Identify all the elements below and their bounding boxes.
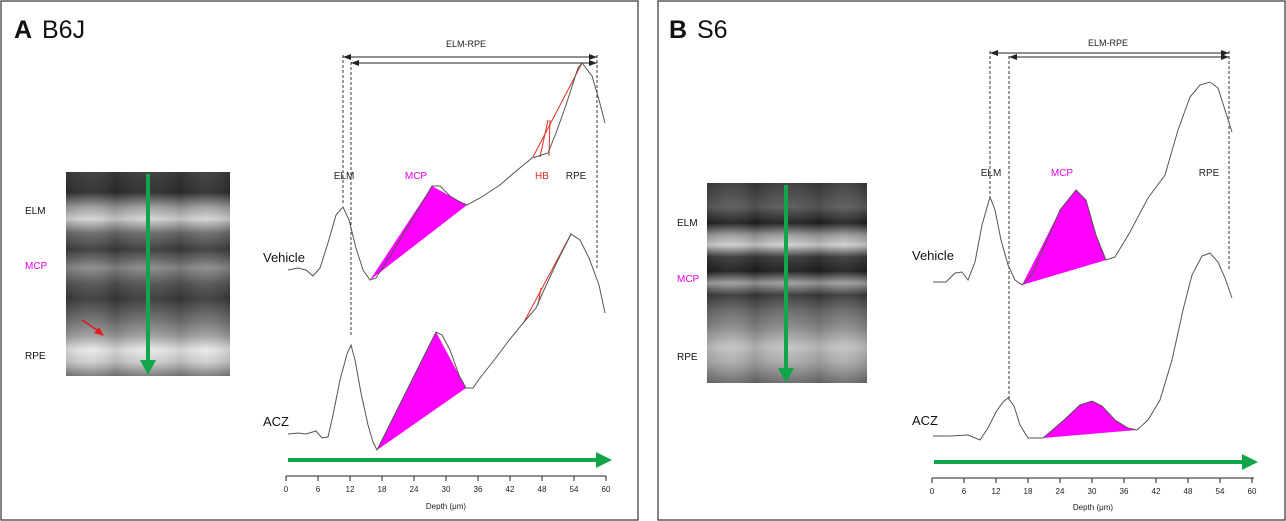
green-down-arrow-b bbox=[778, 185, 794, 383]
panel-b-title: S6 bbox=[697, 16, 728, 44]
x-tick-label: 36 bbox=[474, 485, 483, 494]
peak-label-hb-a: HB bbox=[535, 171, 549, 182]
oct-label-elm-a: ELM bbox=[25, 206, 46, 217]
panel-a-letter: A bbox=[14, 16, 32, 44]
peak-label-rpe-b: RPE bbox=[1199, 168, 1220, 179]
bracket-label-b: ELM-RPE bbox=[1088, 38, 1128, 48]
panel-b-border bbox=[657, 0, 1286, 521]
elm-rpe-bracket-a bbox=[343, 54, 597, 66]
peak-label-mcp-b: MCP bbox=[1051, 168, 1074, 179]
peak-label-rpe-a: RPE bbox=[566, 171, 587, 182]
x-tick-label: 18 bbox=[1024, 487, 1033, 496]
mcp-fill-vehicle-b bbox=[1022, 190, 1106, 285]
oct-label-rpe-a: RPE bbox=[25, 351, 46, 362]
panel-b-letter: B bbox=[669, 16, 687, 44]
x-tick-label: 54 bbox=[570, 485, 579, 494]
x-axis-title-b: Depth (μm) bbox=[1073, 503, 1114, 512]
x-tick-label: 24 bbox=[410, 485, 419, 494]
panel-b: B S6 ELM MCP RPE ELM-RPE bbox=[657, 0, 1286, 521]
panel-a-title: B6J bbox=[42, 16, 85, 44]
oct-label-rpe-b: RPE bbox=[677, 352, 698, 363]
x-axis-ticks-a: 0 6 12 18 24 30 36 42 48 54 60 bbox=[284, 476, 611, 494]
bracket-label-a: ELM-RPE bbox=[446, 39, 486, 49]
peak-label-mcp-a: MCP bbox=[405, 171, 428, 182]
x-axis-title-a: Depth (μm) bbox=[426, 502, 467, 511]
x-tick-label: 36 bbox=[1120, 487, 1129, 496]
x-tick-label: 30 bbox=[442, 485, 451, 494]
trace-vehicle-a bbox=[287, 62, 606, 281]
trace-vehicle-b bbox=[933, 81, 1233, 286]
elm-rpe-bracket-b bbox=[990, 50, 1229, 60]
x-tick-label: 24 bbox=[1056, 487, 1065, 496]
x-tick-label: 30 bbox=[1088, 487, 1097, 496]
x-tick-label: 42 bbox=[1152, 487, 1161, 496]
x-tick-label: 42 bbox=[506, 485, 515, 494]
red-arrow-icon-a bbox=[81, 319, 104, 336]
x-tick-label: 0 bbox=[284, 485, 289, 494]
peak-label-elm-a: ELM bbox=[334, 171, 355, 182]
x-tick-label: 12 bbox=[346, 485, 355, 494]
trace-label-vehicle-b: Vehicle bbox=[912, 248, 954, 263]
x-tick-label: 0 bbox=[930, 487, 935, 496]
green-right-arrow-b bbox=[934, 454, 1258, 470]
trace-label-vehicle-a: Vehicle bbox=[263, 250, 305, 265]
mcp-fill-acz-a bbox=[377, 332, 466, 450]
x-tick-label: 60 bbox=[602, 485, 611, 494]
panel-a-border bbox=[0, 0, 639, 521]
trace-label-acz-a: ACZ bbox=[263, 414, 289, 429]
guide-lines-b bbox=[989, 51, 1230, 400]
panel-a: A B6J ELM MCP RPE ELM-RPE bbox=[0, 0, 639, 521]
mcp-fill-vehicle-a bbox=[370, 186, 467, 280]
x-tick-label: 54 bbox=[1216, 487, 1225, 496]
guide-lines-a bbox=[342, 55, 598, 335]
mcp-fill-acz-b bbox=[1043, 401, 1137, 438]
hb-lines-a bbox=[523, 62, 583, 323]
x-axis-ticks-b: 0 6 12 18 24 30 36 42 48 54 60 bbox=[930, 478, 1257, 496]
green-down-arrow-a bbox=[140, 174, 156, 375]
peak-label-elm-b: ELM bbox=[981, 168, 1002, 179]
x-tick-label: 48 bbox=[1184, 487, 1193, 496]
x-tick-label: 6 bbox=[962, 487, 967, 496]
trace-label-acz-b: ACZ bbox=[912, 413, 938, 428]
trace-acz-b bbox=[933, 252, 1233, 441]
green-right-arrow-a bbox=[288, 452, 612, 468]
trace-acz-a bbox=[287, 233, 606, 452]
x-tick-label: 60 bbox=[1248, 487, 1257, 496]
x-tick-label: 48 bbox=[538, 485, 547, 494]
oct-label-mcp-b: MCP bbox=[677, 274, 700, 285]
x-tick-label: 18 bbox=[378, 485, 387, 494]
x-tick-label: 6 bbox=[316, 485, 321, 494]
x-tick-label: 12 bbox=[992, 487, 1001, 496]
oct-label-elm-b: ELM bbox=[677, 218, 698, 229]
oct-label-mcp-a: MCP bbox=[25, 261, 48, 272]
